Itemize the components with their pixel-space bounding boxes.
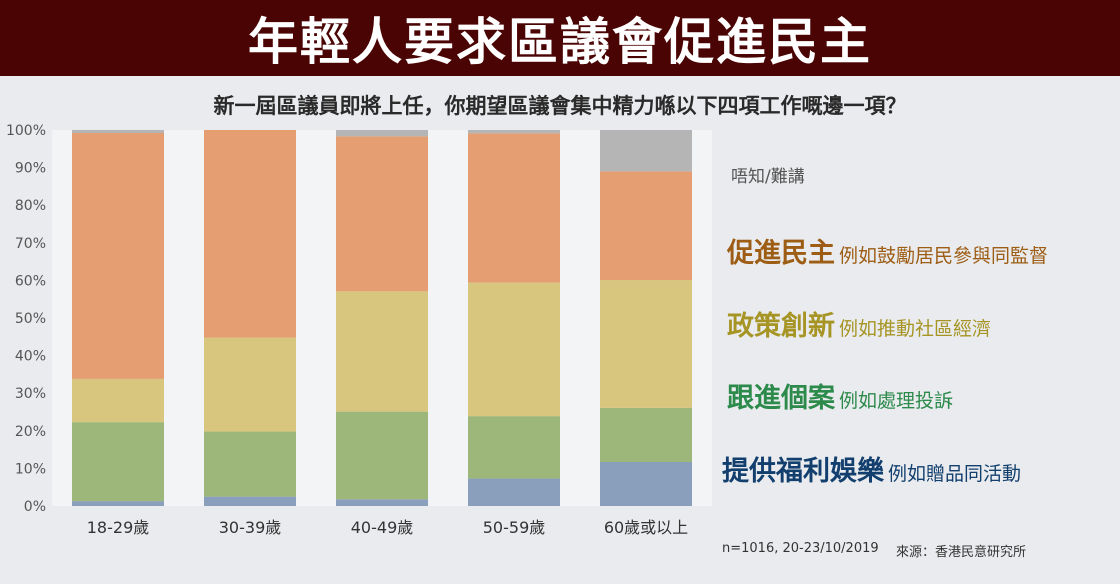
bar-segment-series-0-cat-2: [336, 499, 428, 506]
bar-segment-series-0-cat-1: [204, 496, 296, 506]
bar-segment-series-2-cat-3: [468, 282, 560, 417]
bar-segment-series-3-cat-2: [336, 136, 428, 292]
bar-segment-series-3-cat-4: [600, 171, 692, 281]
x-category-label: 60歲或以上: [604, 518, 688, 537]
title-banner: 年輕人要求區議會促進民主: [0, 0, 1120, 76]
legend-item-cases: 跟進個案 例如處理投訴: [727, 376, 953, 415]
bar-segment-series-3-cat-1: [204, 130, 296, 338]
y-tick-label: 30%: [15, 386, 46, 402]
y-tick-label: 40%: [15, 349, 46, 365]
chart-title: 年輕人要求區議會促進民主: [248, 13, 872, 71]
bar-segment-series-4-cat-3: [468, 130, 560, 134]
x-category-label: 40-49歲: [351, 518, 414, 537]
legend-item-policy: 政策創新 例如推動社區經濟: [727, 304, 991, 343]
legend-label-policy: 政策創新: [727, 311, 835, 342]
legend-dont-know: 唔知/難講: [731, 167, 805, 187]
bar-segment-series-4-cat-0: [72, 130, 164, 134]
x-category-label: 50-59歲: [483, 518, 546, 537]
y-tick-label: 10%: [15, 461, 46, 477]
bar-segment-series-3-cat-0: [72, 133, 164, 379]
source-note: 來源：香港民意研究所: [896, 545, 1027, 560]
bar-segment-series-2-cat-0: [72, 378, 164, 423]
bar-segment-series-3-cat-3: [468, 133, 560, 283]
y-tick-label: 0%: [24, 499, 46, 515]
y-tick-label: 90%: [15, 161, 46, 177]
y-tick-label: 50%: [15, 311, 46, 327]
legend-label-cases: 跟進個案: [727, 383, 835, 414]
legend-example-cases: 例如處理投訴: [839, 390, 954, 412]
legend-label-democracy: 促進民主: [727, 238, 835, 269]
bar-segment-series-1-cat-0: [72, 422, 164, 502]
x-category-label: 30-39歲: [219, 518, 282, 537]
bar-segment-series-2-cat-4: [600, 280, 692, 408]
legend-label-welfare: 提供福利娛樂: [722, 456, 884, 487]
chart-subtitle: 新一屆區議員即將上任，你期望區議會集中精力喺以下四項工作嘅邊一項？: [213, 94, 907, 118]
bar-segment-series-0-cat-4: [600, 462, 692, 506]
legend-item-democracy: 促進民主 例如鼓勵居民參與同監督: [727, 231, 1048, 270]
bar-segment-series-1-cat-4: [600, 407, 692, 463]
legend-example-policy: 例如推動社區經濟: [839, 318, 992, 340]
bar-segment-series-1-cat-2: [336, 411, 428, 500]
x-category-label: 18-29歲: [87, 518, 150, 537]
bar-segment-series-1-cat-1: [204, 431, 296, 497]
bar-segment-series-2-cat-1: [204, 337, 296, 432]
y-tick-label: 80%: [15, 198, 46, 214]
y-tick-label: 60%: [15, 273, 46, 289]
bar-segment-series-0-cat-0: [72, 501, 164, 506]
sample-note: n=1016, 20-23/10/2019: [722, 541, 879, 556]
y-tick-label: 100%: [6, 123, 46, 139]
bar-segment-series-0-cat-3: [468, 478, 560, 506]
bar-segment-series-1-cat-3: [468, 416, 560, 479]
bar-segment-series-2-cat-2: [336, 291, 428, 412]
y-tick-label: 70%: [15, 236, 46, 252]
legend-example-welfare: 例如贈品同活動: [888, 463, 1022, 485]
bar-segment-series-4-cat-4: [600, 130, 692, 172]
legend-item-welfare: 提供福利娛樂 例如贈品同活動: [722, 449, 1021, 488]
legend-example-democracy: 例如鼓勵居民參與同監督: [839, 245, 1049, 267]
y-tick-label: 20%: [15, 424, 46, 440]
bar-segment-series-4-cat-2: [336, 130, 428, 137]
